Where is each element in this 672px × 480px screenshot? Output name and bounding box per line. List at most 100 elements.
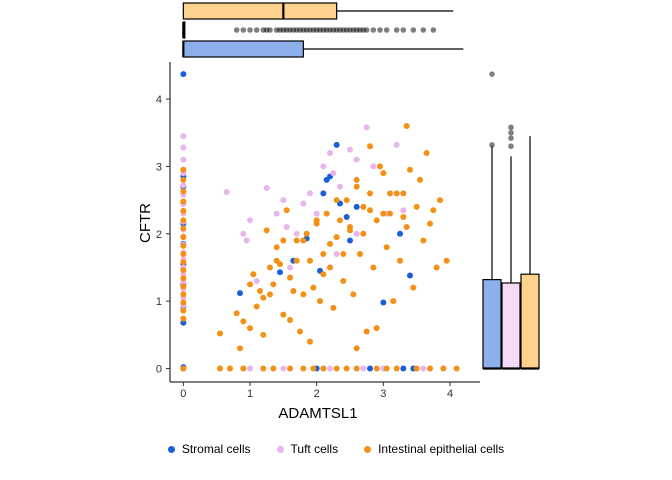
data-point xyxy=(240,318,247,325)
data-point xyxy=(180,217,187,224)
data-point xyxy=(377,163,383,170)
data-point xyxy=(343,197,350,204)
data-point xyxy=(427,365,433,372)
data-point xyxy=(343,365,350,372)
data-point xyxy=(313,217,320,224)
data-point xyxy=(180,166,187,173)
data-point xyxy=(337,183,343,190)
data-point xyxy=(407,166,413,173)
legend-marker xyxy=(364,445,372,453)
data-point xyxy=(273,257,280,264)
data-point xyxy=(300,200,307,207)
y-tick-label: 3 xyxy=(156,161,162,173)
data-point xyxy=(227,365,233,372)
data-point xyxy=(393,365,400,372)
data-point xyxy=(413,203,420,210)
data-point xyxy=(180,283,187,290)
outlier-point xyxy=(508,124,514,131)
data-point xyxy=(343,213,350,220)
data-point xyxy=(320,271,327,278)
data-point xyxy=(280,365,287,372)
legend-marker xyxy=(167,445,175,453)
data-point xyxy=(287,365,293,372)
data-point xyxy=(330,170,337,177)
data-point xyxy=(180,207,187,214)
data-point xyxy=(337,217,343,224)
data-point xyxy=(403,224,410,231)
data-point xyxy=(240,230,247,237)
data-point xyxy=(327,240,333,247)
data-point xyxy=(253,303,260,310)
data-point xyxy=(330,304,337,311)
outlier-point xyxy=(430,27,437,33)
data-point xyxy=(247,281,253,288)
data-point xyxy=(397,257,403,264)
data-point xyxy=(437,197,443,204)
data-point xyxy=(353,230,360,237)
x-tick-label: 1 xyxy=(247,388,253,400)
data-point xyxy=(263,184,270,191)
data-point xyxy=(287,317,293,324)
data-point xyxy=(360,230,367,237)
data-point xyxy=(283,207,290,214)
data-point xyxy=(417,176,423,183)
x-axis-title: ADAMTSL1 xyxy=(278,405,357,422)
data-point xyxy=(373,325,380,332)
outlier-point xyxy=(393,27,400,33)
data-point xyxy=(273,210,280,217)
data-point xyxy=(233,310,240,317)
data-point xyxy=(180,225,187,232)
data-point xyxy=(367,190,373,197)
data-point xyxy=(313,210,320,217)
data-point xyxy=(360,203,367,210)
data-point xyxy=(393,190,400,197)
legend-label: Intestinal epithelial cells xyxy=(378,442,505,456)
data-point xyxy=(353,156,360,163)
data-point xyxy=(287,264,293,271)
outlier-point xyxy=(383,27,390,33)
data-point xyxy=(320,251,327,257)
data-point xyxy=(180,176,187,183)
outlier-point xyxy=(410,27,417,33)
outlier-point xyxy=(489,71,495,77)
marginal-y-box xyxy=(482,71,502,370)
x-tick-label: 0 xyxy=(180,388,186,400)
data-point xyxy=(353,365,360,372)
legend-item: Stromal cells xyxy=(167,442,251,456)
data-point xyxy=(180,144,187,151)
data-point xyxy=(270,365,277,372)
data-point xyxy=(180,198,187,205)
data-point xyxy=(223,189,230,196)
y-tick-label: 2 xyxy=(156,229,162,241)
data-point xyxy=(307,338,313,345)
data-point xyxy=(260,294,267,301)
box xyxy=(501,282,521,370)
data-point xyxy=(350,291,357,298)
data-point xyxy=(333,197,340,204)
scatter-points xyxy=(180,71,460,372)
data-point xyxy=(180,307,187,314)
data-point xyxy=(277,269,283,276)
data-point xyxy=(353,345,360,352)
data-point xyxy=(260,365,267,372)
outlier-point xyxy=(370,27,377,33)
data-point xyxy=(353,183,360,190)
y-tick-label: 1 xyxy=(156,296,162,308)
data-point xyxy=(347,237,353,244)
data-point xyxy=(180,71,187,78)
data-point xyxy=(340,251,347,257)
data-point xyxy=(320,365,327,372)
data-point xyxy=(290,288,297,295)
data-point xyxy=(410,284,417,291)
y-tick-label: 0 xyxy=(156,364,162,376)
outlier-point xyxy=(253,27,260,33)
box xyxy=(482,279,502,370)
data-point xyxy=(420,237,427,244)
x-tick-label: 2 xyxy=(314,388,320,400)
marginal-x-boxplots xyxy=(182,2,464,58)
data-point xyxy=(273,244,280,251)
data-point xyxy=(300,291,307,298)
data-point xyxy=(327,149,333,156)
data-point xyxy=(373,217,380,224)
